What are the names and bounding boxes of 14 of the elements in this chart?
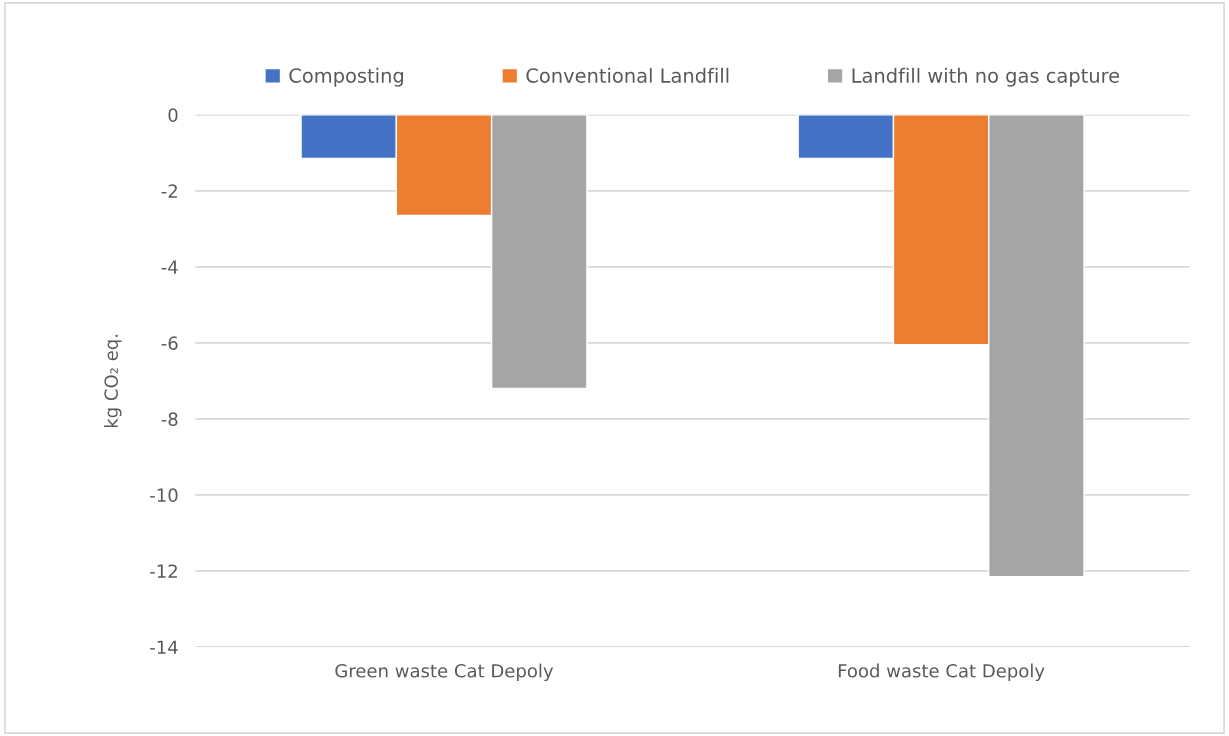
y-axis-title: kg CO₂ eq. (104, 334, 122, 428)
legend-label: Landfill with no gas capture (852, 67, 1120, 87)
x-tick-label: Food waste Cat Depoly (838, 663, 1045, 682)
y-tick-label: -2 (161, 184, 177, 198)
y-tick-label: -12 (150, 564, 177, 578)
y-tick-label: -4 (161, 260, 178, 274)
legend-label: Composting (289, 67, 403, 87)
y-tick-label: -14 (150, 640, 178, 654)
x-tick-label: Green waste Cat Depoly (335, 663, 554, 682)
y-tick-label: 0 (168, 108, 178, 122)
legend-label: Conventional Landfill (526, 67, 729, 83)
y-tick-label: -10 (150, 488, 178, 503)
y-tick-label: -8 (161, 412, 178, 427)
y-tick-label: -6 (161, 336, 178, 350)
